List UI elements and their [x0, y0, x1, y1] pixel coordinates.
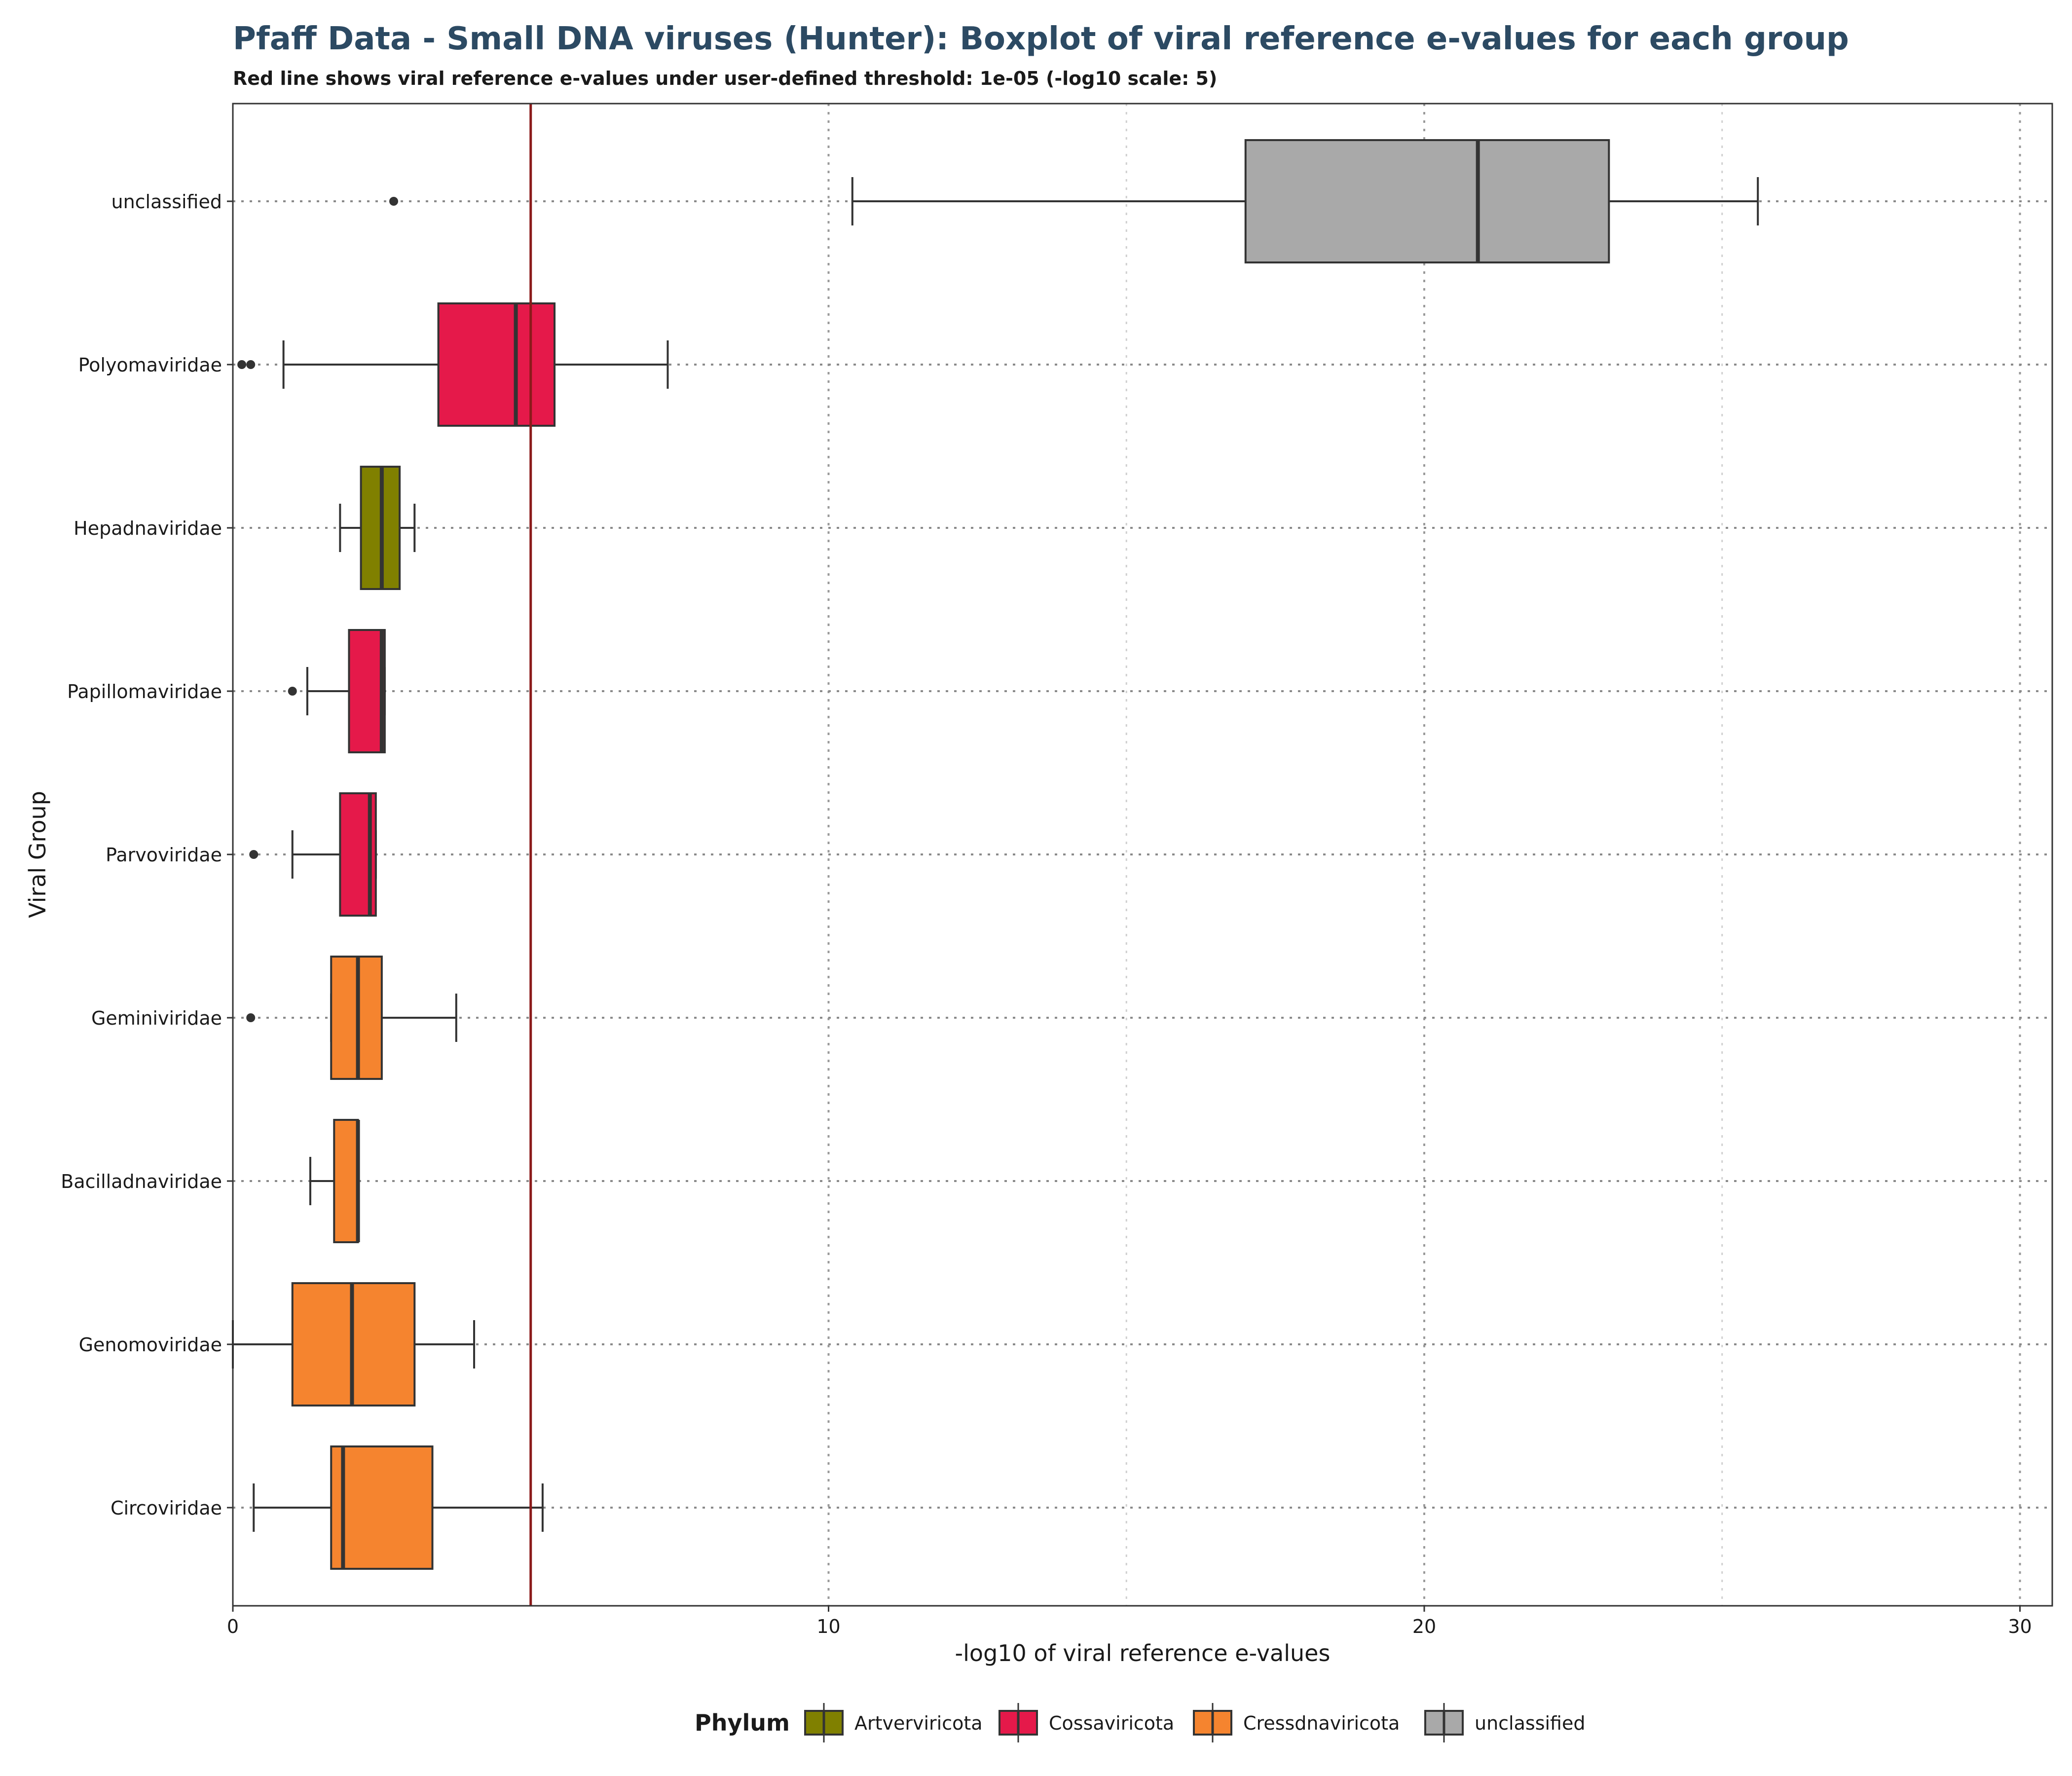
chart-subtitle: Red line shows viral reference e-values … [233, 68, 1217, 89]
box-circoviridae [253, 1445, 544, 1570]
outlier-point [288, 687, 297, 696]
legend-item: Cressdnaviricota [1193, 1703, 1400, 1742]
x-axis-title: -log10 of viral reference e-values [955, 1640, 1331, 1666]
y-tick-label: Hepadnaviridae [74, 518, 222, 539]
legend-label: unclassified [1475, 1712, 1586, 1734]
y-tick-label: Genomoviridae [79, 1334, 222, 1356]
legend-title: Phylum [695, 1709, 790, 1736]
legend-items: Artverviricota Cossaviricota Cressdnaviric… [804, 1703, 1586, 1742]
y-tick-label: Polyomaviridae [78, 354, 222, 376]
y-tick-label: Circoviridae [111, 1497, 222, 1519]
legend-item: Artverviricota [804, 1703, 983, 1742]
plot-area [232, 103, 2053, 1607]
y-axis-title: Viral Group [24, 791, 51, 918]
outlier-point [237, 360, 247, 369]
box-parvoviridae [249, 792, 377, 917]
legend-label: Cossaviricota [1049, 1712, 1174, 1734]
outlier-point [249, 850, 259, 859]
y-axis-ticks: unclassified Polyomaviridae Hepadnaviridae… [61, 191, 233, 1519]
outlier-point [246, 360, 256, 369]
legend-label: Artverviricota [854, 1712, 983, 1734]
x-tick-label: 30 [2008, 1616, 2032, 1637]
boxes [232, 139, 1759, 1570]
box-genomoviridae [232, 1282, 476, 1406]
box-iqr [1244, 139, 1610, 263]
x-axis-ticks: 0 10 20 30 [227, 1606, 2032, 1637]
x-tick-label: 10 [816, 1616, 840, 1637]
outlier-point [246, 1013, 256, 1022]
outlier-point [389, 197, 399, 206]
box-geminiviridae [246, 956, 457, 1080]
box-iqr [348, 629, 386, 753]
box-iqr [333, 1119, 359, 1243]
box-iqr [437, 302, 556, 427]
box-polyomaviridae [237, 302, 669, 427]
y-tick-label: Bacilladnaviridae [61, 1171, 222, 1192]
legend: Phylum Artverviricota Cossaviricota Cressd… [695, 1703, 1586, 1742]
box-bacilladnaviridae [309, 1119, 360, 1243]
legend-label: Cressdnaviricota [1243, 1712, 1400, 1734]
y-tick-label: unclassified [111, 191, 222, 213]
y-tick-label: Papillomaviridae [67, 681, 222, 703]
chart-title: Pfaff Data - Small DNA viruses (Hunter):… [233, 21, 1849, 57]
y-tick-label: Parvoviridae [106, 844, 222, 866]
box-unclassified [389, 139, 1759, 263]
x-tick-label: 20 [1412, 1616, 1436, 1637]
legend-item: unclassified [1424, 1703, 1586, 1742]
y-tick-label: Geminiviridae [91, 1007, 222, 1029]
box-papillomaviridae [288, 629, 386, 753]
box-iqr [330, 1445, 434, 1570]
x-tick-label: 0 [227, 1616, 239, 1637]
legend-item: Cossaviricota [999, 1703, 1174, 1742]
box-hepadnaviridae [339, 466, 416, 590]
